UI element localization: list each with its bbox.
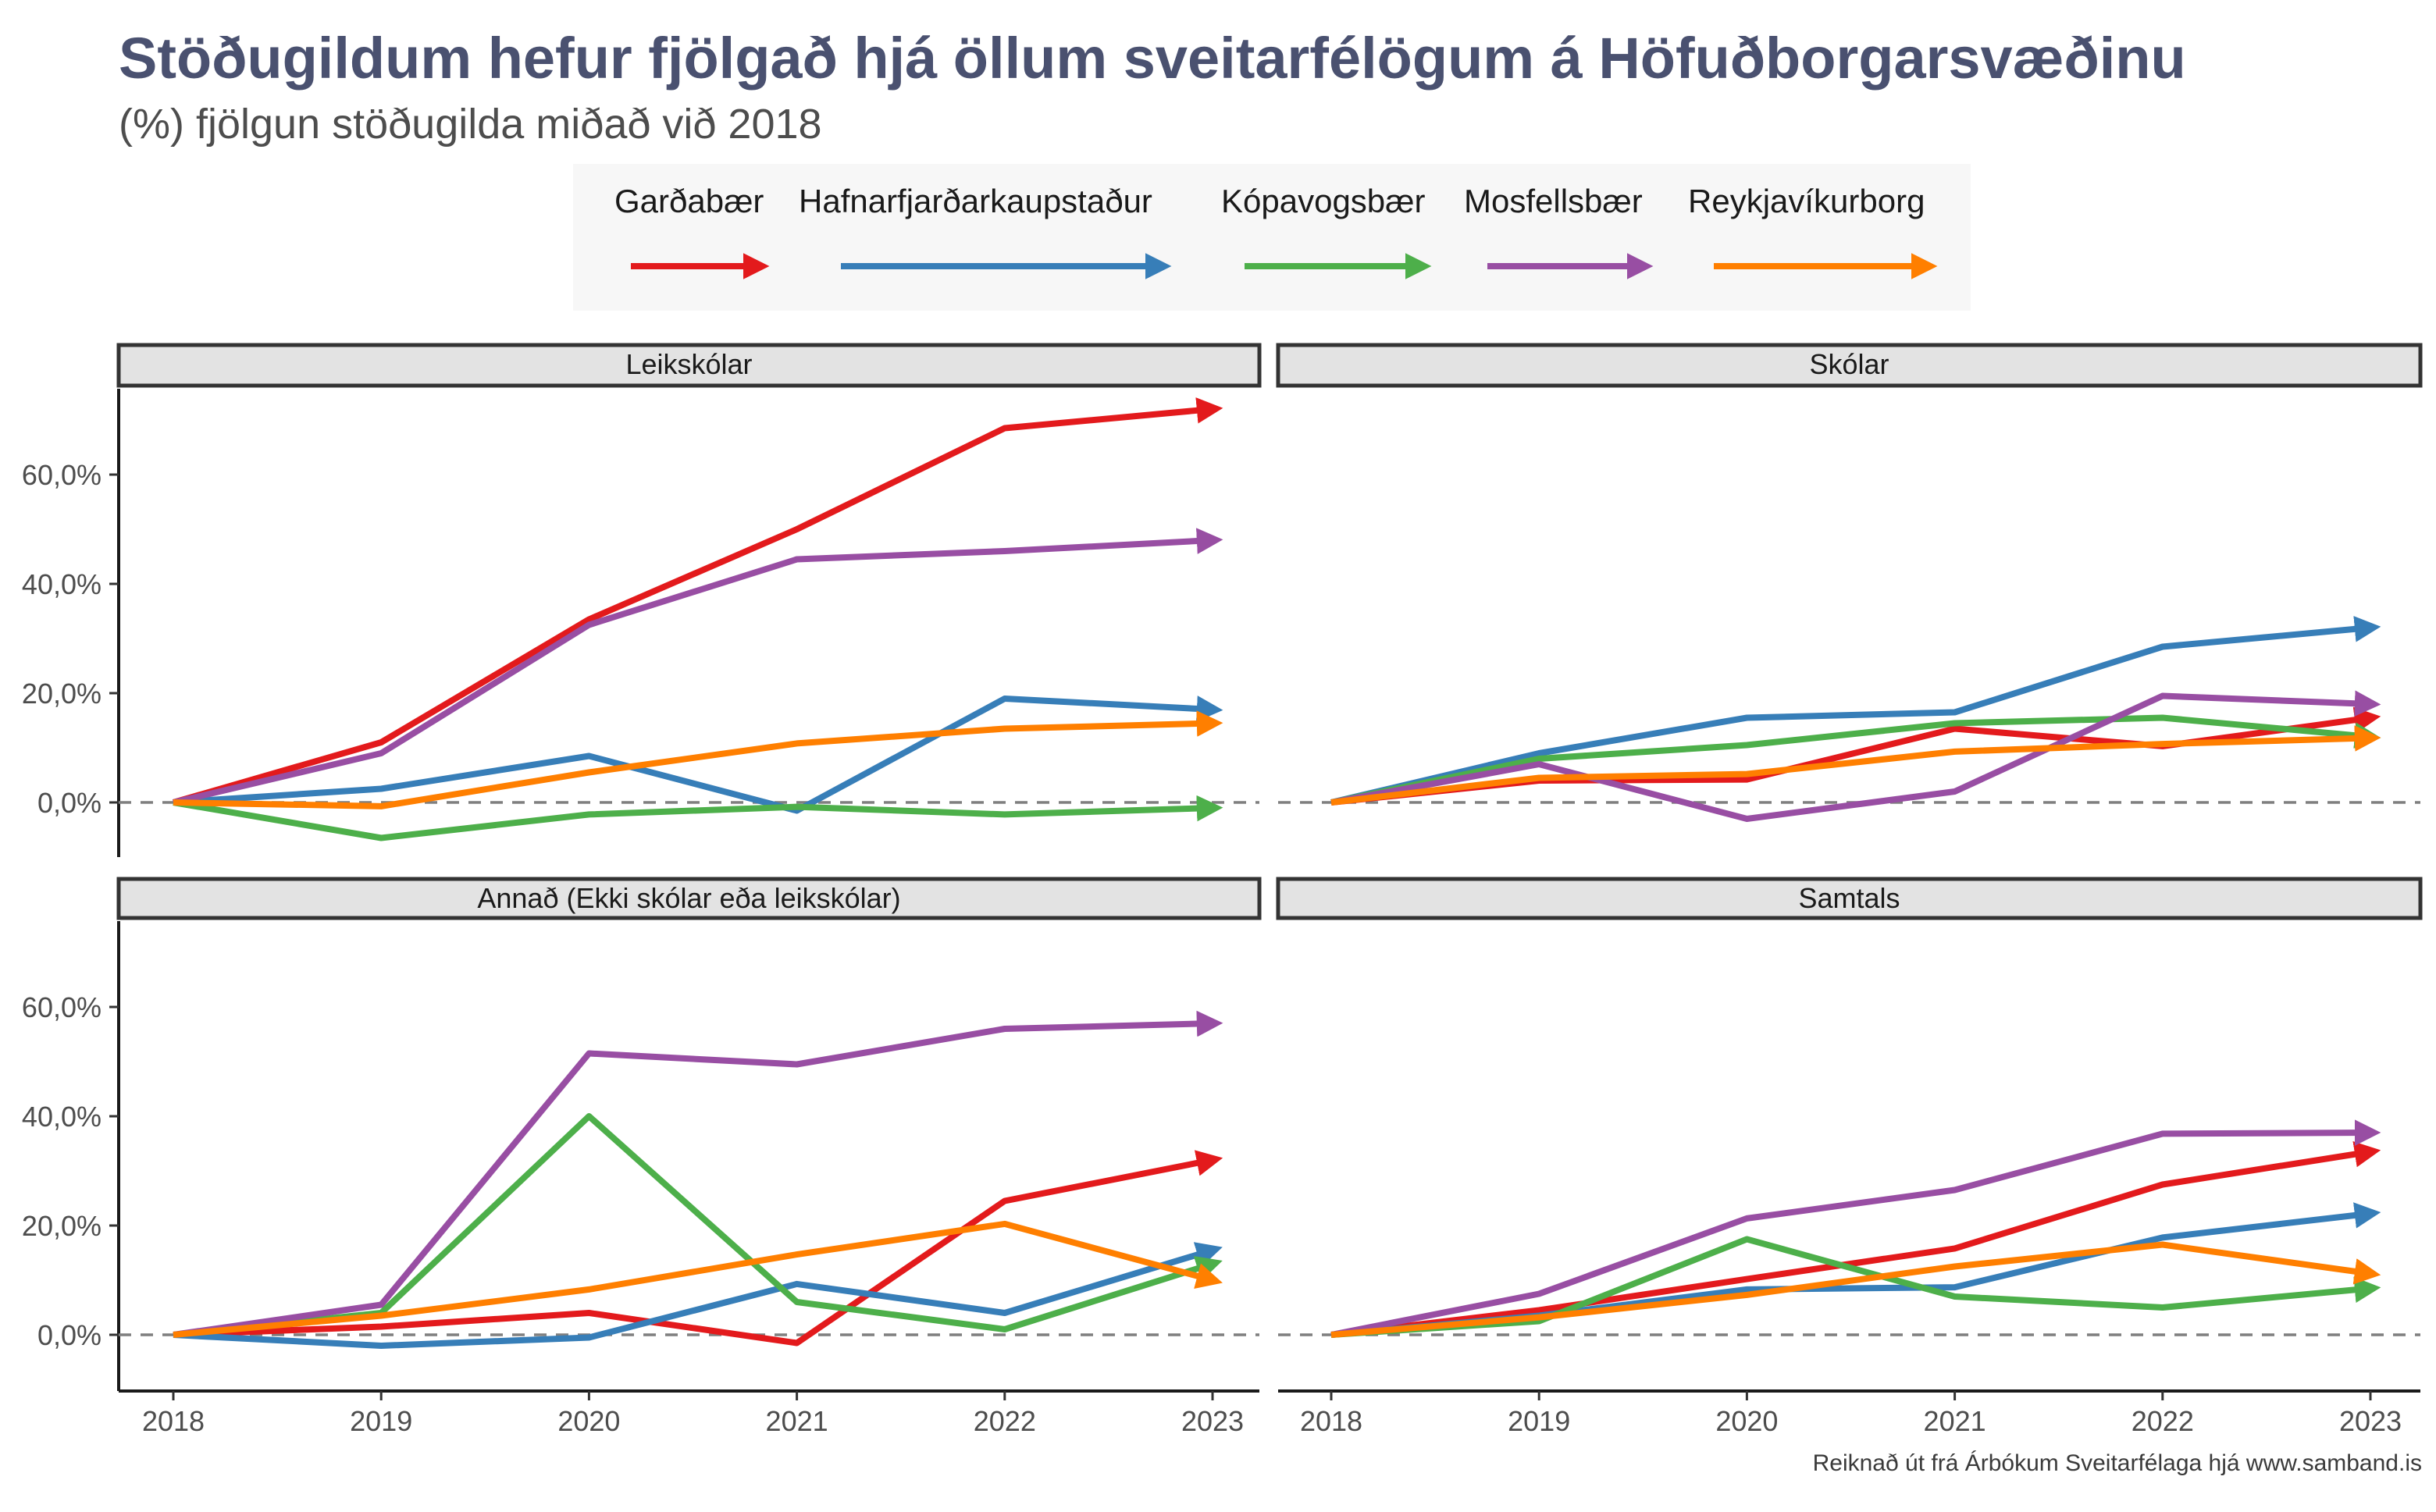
series-line-garðabær bbox=[1330, 1141, 2381, 1338]
series-line-reykjavíkurborg bbox=[173, 710, 1223, 809]
panel-1: Leikskólar 0,0% 20,0% 40,0% 60,0% bbox=[22, 343, 1262, 857]
y-tick-label: 60,0% bbox=[22, 459, 102, 491]
y-tick-label: 20,0% bbox=[22, 1210, 102, 1242]
legend: Garðabær Hafnarfjarðarkaupstaður Kópavogsb… bbox=[614, 183, 1938, 279]
x-tick-label: 2019 bbox=[350, 1405, 412, 1437]
x-tick-label: 2021 bbox=[766, 1405, 828, 1437]
x-tick-label: 2021 bbox=[1924, 1405, 1986, 1437]
series-line-garðabær bbox=[173, 1150, 1223, 1347]
panel-2: Skólar bbox=[1276, 343, 2423, 822]
y-tick-label: 20,0% bbox=[22, 678, 102, 710]
panel-strip bbox=[116, 877, 1262, 920]
legend-label: Mosfellsbær bbox=[1464, 183, 1643, 219]
x-tick-label: 2022 bbox=[2132, 1405, 2194, 1437]
y-tick-label: 0,0% bbox=[37, 1319, 102, 1351]
y-tick-label: 0,0% bbox=[37, 787, 102, 819]
panel-title: Samtals bbox=[1798, 882, 1900, 914]
legend-label: Reykjavíkurborg bbox=[1688, 183, 1925, 219]
series-line-garðabær bbox=[172, 397, 1223, 806]
y-tick-label: 40,0% bbox=[22, 1101, 102, 1133]
panel-title: Annað (Ekki skólar eða leikskólar) bbox=[477, 882, 900, 914]
series-line-kópavogsbær bbox=[1330, 1236, 2381, 1338]
legend-label: Hafnarfjarðarkaupstaður bbox=[799, 183, 1152, 219]
series-line-hafnarfjarðarkaupstaður bbox=[173, 1242, 1223, 1349]
x-tick-label: 2020 bbox=[557, 1405, 620, 1437]
chart-subtitle: (%) fjölgun stöðugilda miðað við 2018 bbox=[119, 101, 822, 148]
series-line-mosfellsbær bbox=[173, 1010, 1223, 1338]
panel-title: Skólar bbox=[1809, 348, 1889, 380]
chart-title: Stöðugildum hefur fjölgað hjá öllum svei… bbox=[119, 26, 2186, 91]
source-caption: Reiknað út frá Árbókum Sveitarfélaga hjá… bbox=[1812, 1450, 2422, 1476]
series-line-hafnarfjarðarkaupstaður bbox=[173, 696, 1223, 814]
series-line-reykjavíkurborg bbox=[173, 1220, 1223, 1338]
series-line-reykjavíkurborg bbox=[1330, 1241, 2381, 1338]
x-tick-label: 2018 bbox=[1300, 1405, 1362, 1437]
x-tick-label: 2023 bbox=[2339, 1405, 2402, 1437]
series-line-mosfellsbær bbox=[1330, 1119, 2381, 1338]
panel-4: Samtals 2018 2019 2020 2021 2022 2023 bbox=[1276, 877, 2423, 1437]
series-line-mosfellsbær bbox=[173, 528, 1223, 806]
y-tick-label: 40,0% bbox=[22, 568, 102, 600]
panel-3: Annað (Ekki skólar eða leikskólar) 0,0% 20… bbox=[22, 877, 1262, 1437]
x-tick-label: 2019 bbox=[1508, 1405, 1570, 1437]
panel-strip bbox=[116, 343, 1262, 388]
series-line-kópavogsbær bbox=[173, 795, 1223, 841]
panel-title: Leikskólar bbox=[625, 348, 752, 380]
x-tick-label: 2018 bbox=[142, 1405, 205, 1437]
panel-strip bbox=[1276, 877, 2423, 920]
series-line-kópavogsbær bbox=[1330, 714, 2381, 806]
legend-box bbox=[573, 164, 1971, 311]
x-tick-label: 2023 bbox=[1181, 1405, 1244, 1437]
legend-label: Garðabær bbox=[614, 183, 764, 219]
legend-label: Kópavogsbær bbox=[1221, 183, 1426, 219]
y-tick-label: 60,0% bbox=[22, 991, 102, 1023]
panel-strip bbox=[1276, 343, 2423, 388]
series-line-mosfellsbær bbox=[1330, 690, 2381, 822]
series-line-hafnarfjarðarkaupstaður bbox=[1330, 616, 2381, 806]
x-tick-label: 2022 bbox=[974, 1405, 1036, 1437]
series-line-reykjavíkurborg bbox=[1330, 725, 2381, 806]
series-line-kópavogsbær bbox=[173, 1113, 1223, 1338]
x-tick-label: 2020 bbox=[1715, 1405, 1778, 1437]
